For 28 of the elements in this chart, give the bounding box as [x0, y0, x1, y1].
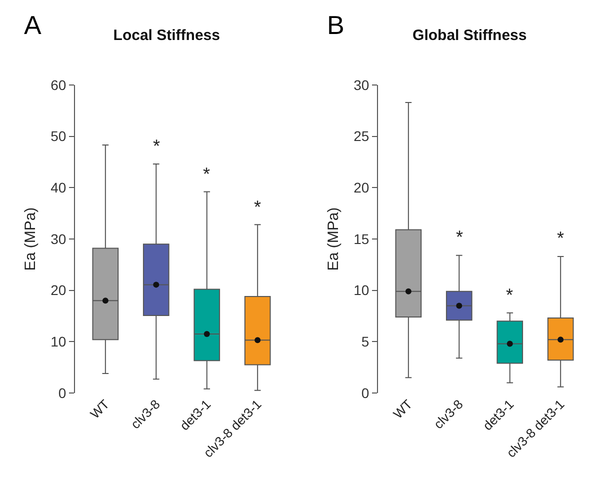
y-tick-label: 15 — [354, 230, 370, 247]
text: B — [327, 10, 344, 40]
y-tick-label: 40 — [50, 180, 66, 196]
text: A — [24, 10, 42, 40]
y-axis-title: Ea (MPa) — [22, 207, 39, 271]
y-tick-label: 20 — [354, 180, 370, 196]
x-tick-label: WT — [87, 396, 112, 422]
y-tick-label: 5 — [361, 334, 370, 350]
x-tick-label: WT — [390, 396, 416, 422]
y-tick-label: 0 — [58, 384, 66, 401]
y-tick-label: 30 — [354, 76, 370, 93]
chart-title: Local Stiffness — [113, 27, 220, 44]
annotation: * — [557, 228, 564, 248]
y-tick-label: 25 — [354, 128, 370, 144]
annotation: * — [254, 197, 262, 217]
y-tick-label: 10 — [50, 334, 66, 350]
y-tick-label: 60 — [50, 76, 66, 93]
y-tick-label: 0 — [361, 384, 370, 401]
chart-title: Global Stiffness — [412, 27, 527, 44]
annotation: * — [456, 227, 464, 247]
y-tick-label: 20 — [50, 282, 66, 298]
y-tick-label: 10 — [354, 282, 370, 298]
annotation: * — [153, 136, 160, 156]
y-tick-label: 50 — [50, 128, 66, 144]
y-axis-title: Ea (MPa) — [325, 207, 342, 271]
annotation: * — [203, 164, 210, 184]
y-tick-label: 30 — [50, 230, 66, 247]
annotation: * — [506, 285, 514, 305]
